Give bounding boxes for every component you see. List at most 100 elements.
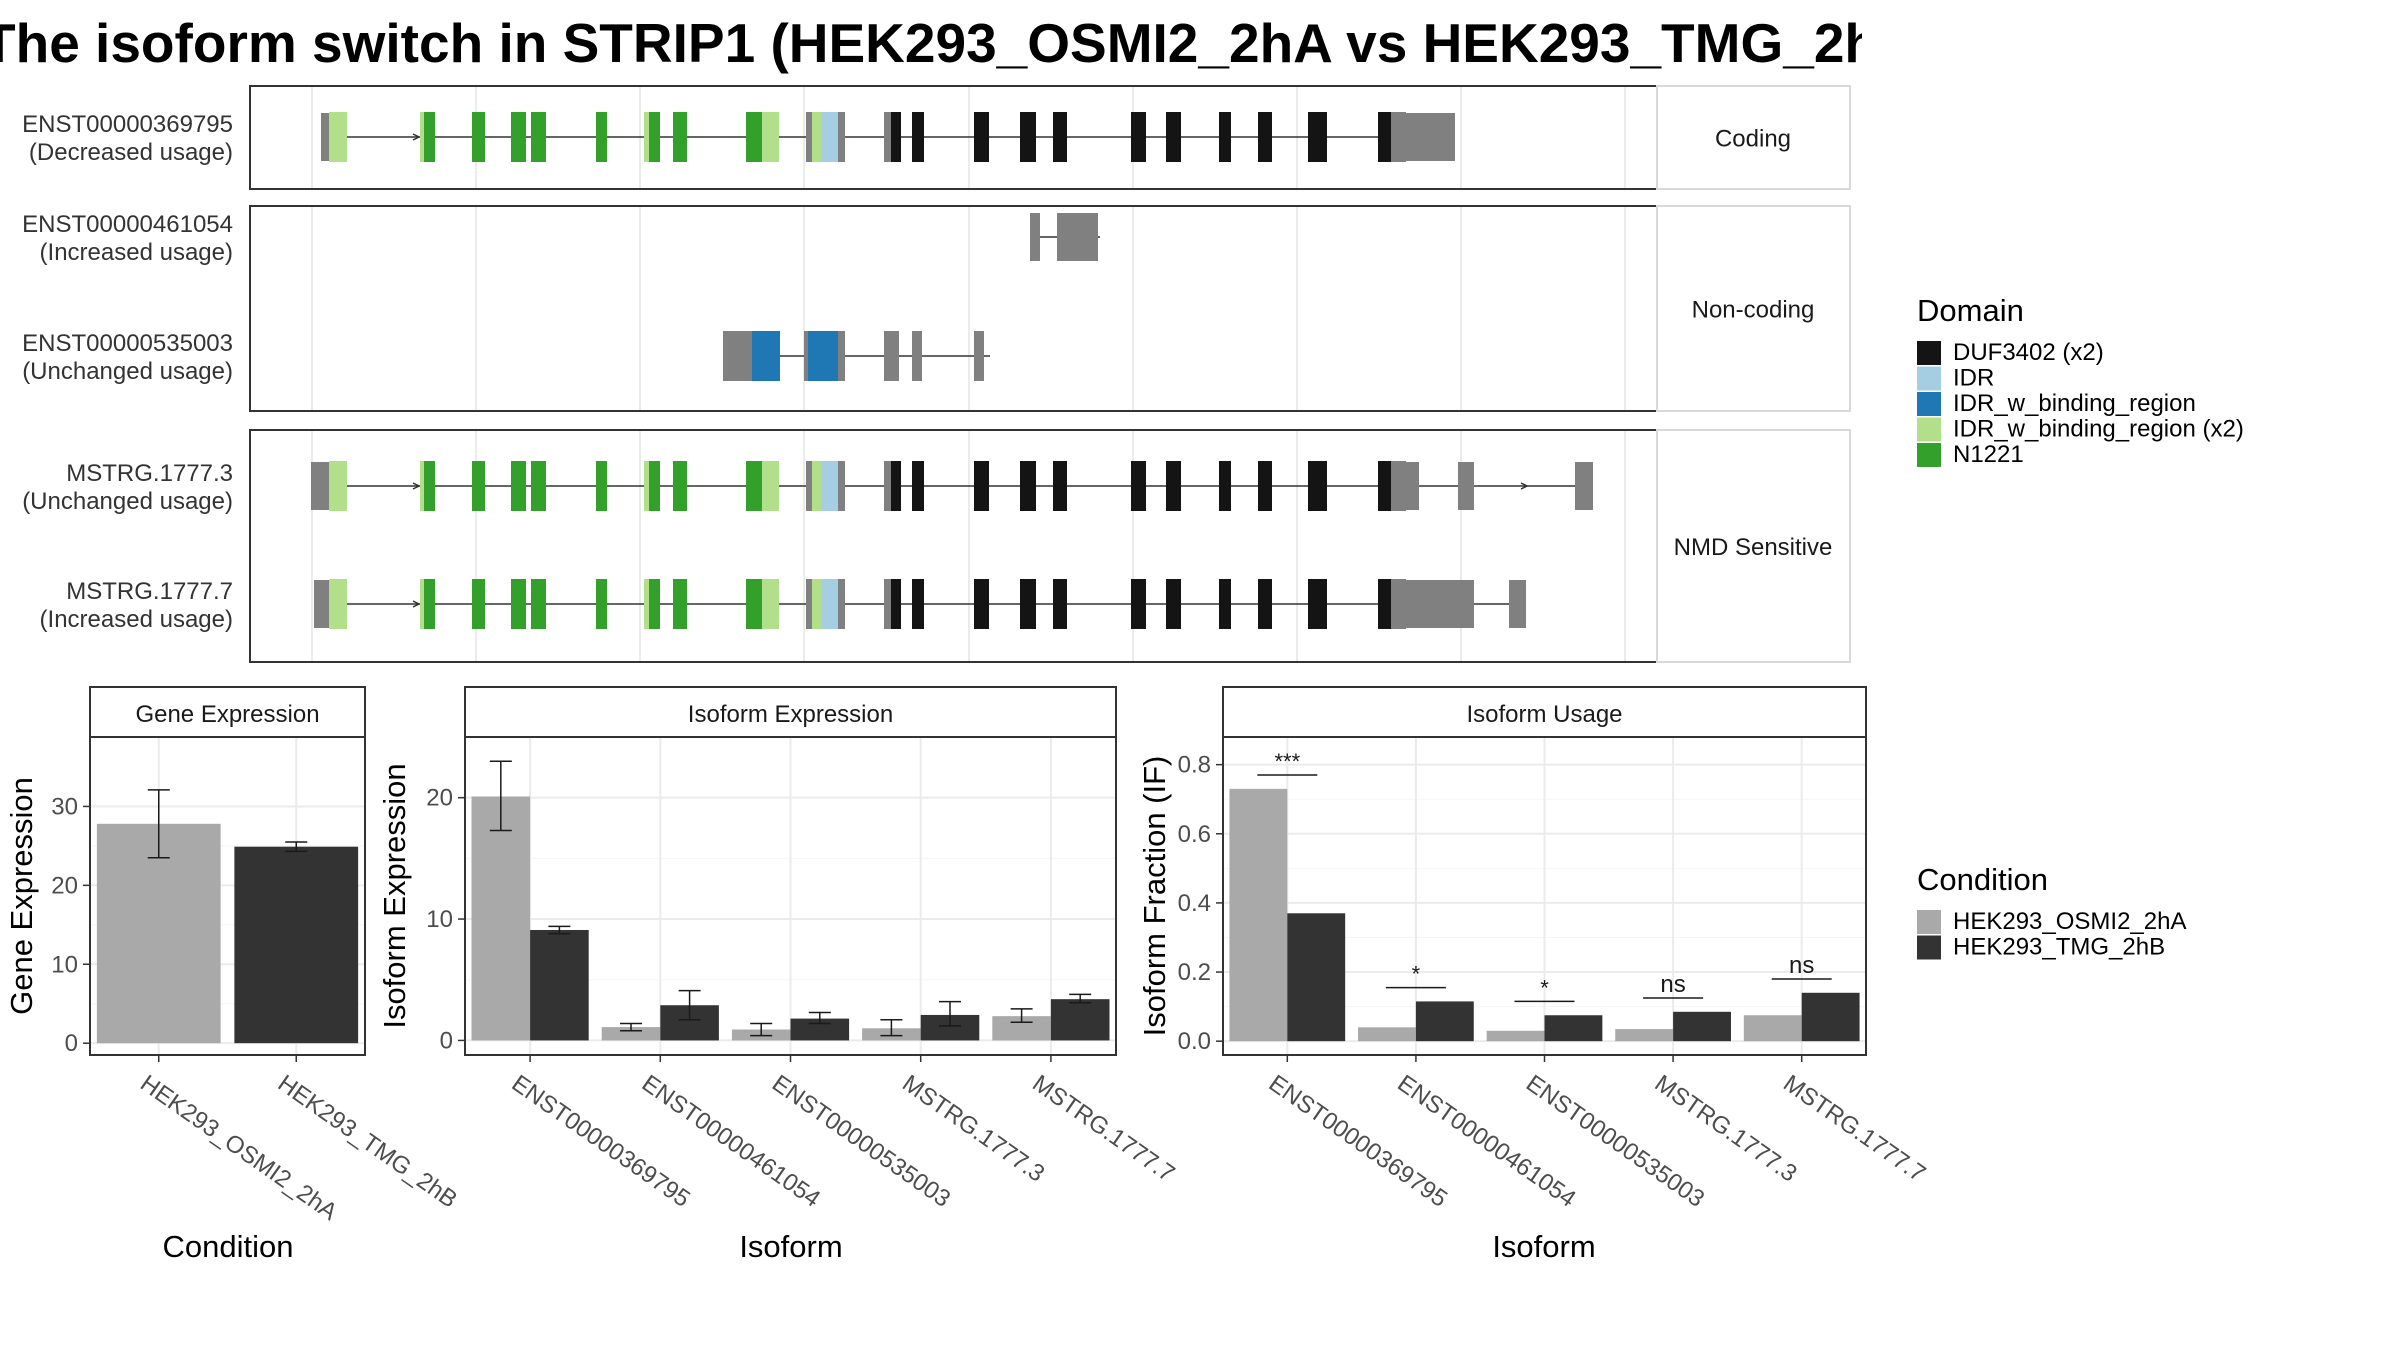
exon-block	[1131, 112, 1146, 162]
exon-block	[1258, 112, 1272, 162]
exon-block	[974, 461, 989, 511]
legend-swatch	[1917, 935, 1941, 960]
exon-block	[762, 112, 779, 162]
page-title: The isoform switch in STRIP1 (HEK293_OSM…	[0, 12, 1862, 74]
exon-block	[1020, 461, 1036, 511]
exon-block	[420, 112, 424, 162]
structure-panel-bg	[250, 206, 1657, 411]
exon-block	[472, 461, 485, 511]
transcript-usage-label: (Unchanged usage)	[22, 488, 233, 515]
exon-block	[1575, 462, 1593, 510]
bar	[1544, 1015, 1603, 1042]
exon-block	[912, 579, 924, 629]
exon-block	[1166, 112, 1181, 162]
transcript-usage-label: (Increased usage)	[40, 239, 233, 266]
significance-label: ***	[1274, 749, 1300, 774]
exon-block	[1258, 461, 1272, 511]
x-axis-title: Isoform	[739, 1229, 842, 1264]
legend-label: HEK293_OSMI2_2hA	[1953, 908, 2186, 935]
exon-block	[511, 112, 526, 162]
exon-block	[838, 461, 845, 511]
exon-block	[1219, 461, 1231, 511]
exon-block	[311, 462, 329, 510]
exon-block	[420, 461, 424, 511]
strand-arrow	[1520, 482, 1529, 490]
exon-block	[723, 331, 746, 381]
exon-block	[1166, 461, 1181, 511]
legend-swatch	[1917, 443, 1941, 467]
bar-charts: Gene Expression0102030HEK293_OSMI2_2hAHE…	[4, 686, 1930, 1264]
exon-block	[1308, 461, 1327, 511]
exon-block	[321, 113, 329, 161]
exon-block	[762, 579, 779, 629]
exon-block	[644, 461, 649, 511]
legend-label: DUF3402 (x2)	[1953, 339, 2104, 366]
transcript-id-label: MSTRG.1777.7	[66, 578, 233, 605]
exon-block	[1057, 213, 1098, 261]
y-tick-label: 10	[426, 906, 453, 933]
bar	[1801, 992, 1860, 1042]
facet-strip	[1656, 205, 1851, 412]
exon-block	[912, 461, 924, 511]
error-bar	[678, 989, 701, 1021]
facet-label: NMD Sensitive	[1674, 534, 1833, 561]
error-bar	[147, 789, 170, 859]
exon-block	[1378, 112, 1391, 162]
exon-block	[746, 461, 762, 511]
error-bar	[750, 1022, 773, 1037]
bar	[1486, 1030, 1545, 1042]
exon-block	[1030, 213, 1040, 261]
transcript-usage-label: (Decreased usage)	[29, 139, 233, 166]
error-bar	[938, 1000, 961, 1027]
bar	[234, 846, 359, 1044]
bar	[1615, 1029, 1674, 1042]
bar	[1287, 913, 1346, 1042]
exon-block	[1406, 113, 1455, 161]
exon-block	[596, 461, 607, 511]
exon-block	[821, 461, 838, 511]
transcript-id-label: MSTRG.1777.3	[66, 460, 233, 487]
bar	[1050, 999, 1110, 1041]
legend-swatch	[1917, 910, 1941, 934]
exon-block	[673, 461, 687, 511]
legend-swatch	[1917, 392, 1941, 416]
y-tick-label: 0.6	[1178, 821, 1211, 848]
transcript-usage-label: (Unchanged usage)	[22, 358, 233, 385]
bar	[1415, 1001, 1474, 1042]
error-bar	[1010, 1008, 1033, 1023]
exon-block	[511, 461, 526, 511]
exon-block	[472, 579, 485, 629]
exon-block	[974, 579, 989, 629]
exon-block	[806, 112, 812, 162]
bar	[601, 1027, 661, 1041]
y-axis-title: Gene Expression	[4, 777, 39, 1015]
exon-block	[1166, 579, 1181, 629]
legend-label: N1221	[1953, 441, 2024, 468]
bar	[1229, 788, 1288, 1042]
transcript-model	[1030, 213, 1100, 261]
facet-label: Isoform Expression	[688, 701, 893, 728]
bar	[96, 823, 221, 1044]
exon-block	[1458, 462, 1474, 510]
legend-swatch	[1917, 366, 1941, 391]
exon-block	[596, 112, 607, 162]
transcript-usage-label: (Increased usage)	[40, 606, 233, 633]
exon-block	[596, 579, 607, 629]
exon-block	[806, 579, 812, 629]
transcript-id-label: ENST00000461054	[22, 211, 233, 238]
y-tick-label: 20	[51, 872, 78, 899]
exon-block	[752, 331, 780, 381]
y-tick-label: 30	[51, 793, 78, 820]
exon-block	[1308, 579, 1327, 629]
error-bar	[285, 841, 308, 853]
facet-label: Gene Expression	[135, 701, 319, 728]
exon-block	[1219, 579, 1231, 629]
exon-block	[746, 112, 762, 162]
significance-label: ns	[1660, 971, 1685, 998]
facet-strip	[1656, 85, 1851, 190]
bar	[1743, 1015, 1802, 1042]
exon-block	[1053, 461, 1067, 511]
